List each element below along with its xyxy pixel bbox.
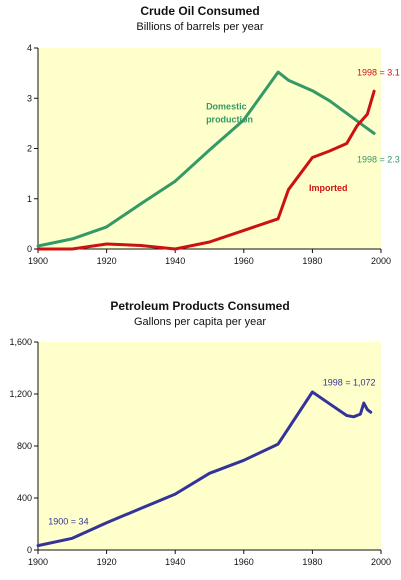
x-tick-label: 1940: [165, 557, 185, 567]
y-tick-label: 800: [17, 441, 32, 451]
annotation-imported: Imported: [309, 183, 348, 193]
y-tick-label: 1: [27, 194, 32, 204]
chart-2: Petroleum Products Consumed Gallons per c…: [9, 299, 391, 567]
series-line-1: [36, 390, 373, 548]
annotation-domestic: Domestic: [206, 101, 247, 111]
annotation-1900-34: 1900 = 34: [48, 517, 88, 527]
y-tick-label: 3: [27, 93, 32, 103]
series-line-imported: [36, 89, 376, 251]
x-tick-label: 1920: [97, 557, 117, 567]
chart-subtitle: Billions of barrels per year: [136, 21, 264, 33]
annotation-1998-3-1: 1998 = 3.1: [357, 68, 400, 78]
chart-subtitle: Gallons per capita per year: [134, 316, 266, 328]
x-tick-label: 1980: [302, 256, 322, 266]
y-tick-label: 1,200: [9, 389, 32, 399]
chart-1: Crude Oil Consumed Billions of barrels pe…: [27, 4, 400, 266]
y-tick-label: 400: [17, 493, 32, 503]
x-tick-label: 1980: [302, 557, 322, 567]
annotation-1998-2-3: 1998 = 2.3: [357, 155, 400, 165]
y-tick-label: 0: [27, 244, 32, 254]
x-tick-label: 2000: [371, 256, 391, 266]
y-tick-label: 4: [27, 43, 32, 53]
chart-title: Petroleum Products Consumed: [110, 299, 289, 313]
series-line-domestic-production: [36, 70, 376, 248]
x-tick-label: 1920: [97, 256, 117, 266]
x-tick-label: 1940: [165, 256, 185, 266]
chart-title: Crude Oil Consumed: [140, 4, 259, 18]
x-tick-label: 1900: [28, 557, 48, 567]
annotation-production: production: [206, 114, 253, 124]
y-tick-label: 2: [27, 144, 32, 154]
x-tick-label: 1900: [28, 256, 48, 266]
x-tick-label: 1960: [234, 557, 254, 567]
y-tick-label: 0: [27, 545, 32, 555]
x-tick-label: 1960: [234, 256, 254, 266]
plot-background: [38, 342, 381, 550]
annotation-1998-1-072: 1998 = 1,072: [323, 378, 376, 388]
y-tick-label: 1,600: [9, 337, 32, 347]
x-tick-label: 2000: [371, 557, 391, 567]
